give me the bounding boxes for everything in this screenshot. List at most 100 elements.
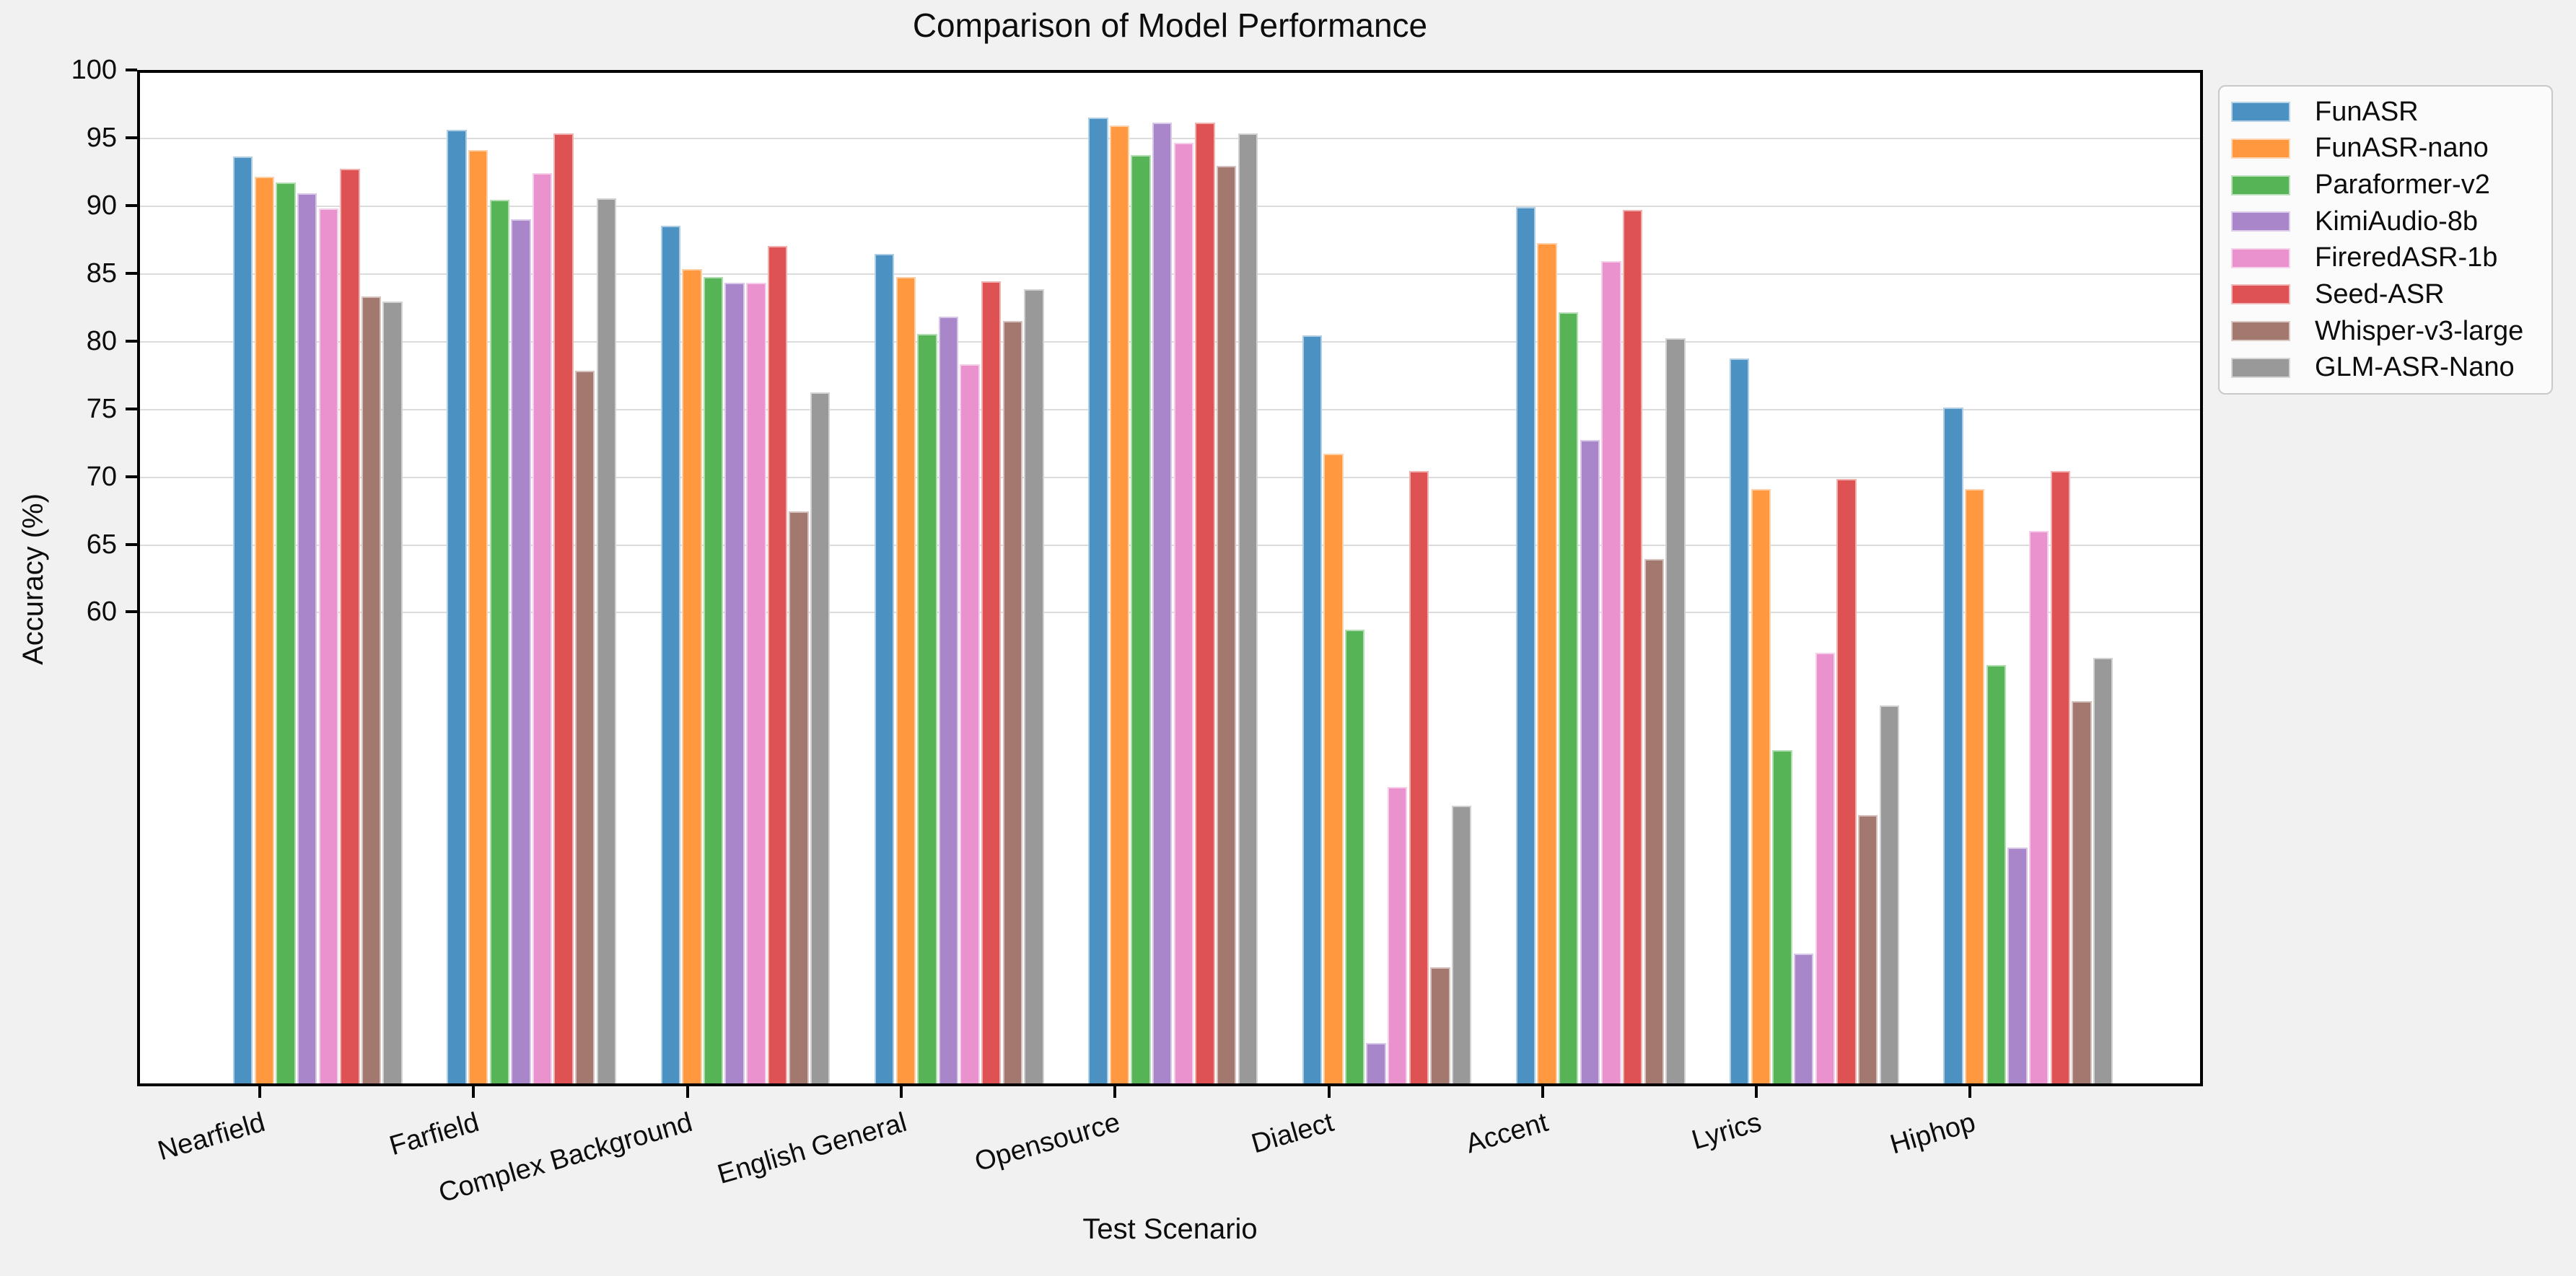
legend-swatch — [2231, 211, 2290, 232]
x-tick-mark — [899, 1086, 903, 1098]
legend-item-FireredASR-1b: FireredASR-1b — [2231, 242, 2540, 273]
bar-FireredASR-1b-Farfield — [532, 172, 553, 1083]
y-tick-mark — [126, 339, 137, 343]
bar-Whisper-v3-large-Accent — [1644, 559, 1664, 1083]
legend-label: Seed-ASR — [2315, 278, 2445, 309]
bar-FunASR-nano-Complex Background — [682, 269, 702, 1083]
bar-FunASR-nano-Farfield — [468, 149, 489, 1083]
bar-Paraformer-v2-Dialect — [1344, 629, 1365, 1083]
bar-GLM-ASR-Nano-Opensource — [1237, 133, 1258, 1083]
bar-Whisper-v3-large-Complex Background — [789, 511, 809, 1083]
bar-Seed-ASR-Accent — [1622, 209, 1643, 1083]
bar-KimiAudio-8b-Opensource — [1152, 123, 1173, 1083]
bar-FunASR-Complex Background — [660, 226, 680, 1083]
bar-FireredASR-1b-Accent — [1601, 260, 1621, 1083]
legend-swatch — [2231, 175, 2290, 195]
bar-Paraformer-v2-Hiphop — [1986, 664, 2007, 1083]
x-tick-mark — [472, 1086, 476, 1098]
x-tick-mark — [1327, 1086, 1331, 1098]
bar-Seed-ASR-Lyrics — [1836, 479, 1857, 1083]
x-tick-label-Lyrics: Lyrics — [1688, 1106, 1765, 1156]
x-tick-label-Opensource: Opensource — [971, 1106, 1124, 1178]
bar-Paraformer-v2-Nearfield — [276, 182, 296, 1083]
x-axis-label: Test Scenario — [1082, 1213, 1258, 1245]
x-tick-mark — [1541, 1086, 1544, 1098]
bar-GLM-ASR-Nano-English General — [1024, 289, 1044, 1083]
legend-item-Whisper-v3-large: Whisper-v3-large — [2231, 316, 2540, 347]
legend-swatch — [2231, 357, 2290, 378]
bar-Seed-ASR-Dialect — [1409, 471, 1429, 1083]
bar-Whisper-v3-large-Nearfield — [361, 296, 382, 1083]
y-axis-label: Accuracy (%) — [17, 493, 49, 665]
legend-item-Seed-ASR: Seed-ASR — [2231, 279, 2540, 310]
legend-label: FunASR — [2315, 96, 2419, 127]
bar-KimiAudio-8b-English General — [938, 316, 959, 1083]
bar-FunASR-nano-Dialect — [1323, 453, 1344, 1083]
legend-label: KimiAudio-8b — [2315, 206, 2478, 237]
x-tick-mark — [1968, 1086, 1972, 1098]
x-tick-label-Dialect: Dialect — [1248, 1106, 1338, 1160]
bar-GLM-ASR-Nano-Farfield — [596, 198, 617, 1083]
bar-Paraformer-v2-English General — [917, 334, 937, 1083]
bar-KimiAudio-8b-Farfield — [511, 219, 531, 1083]
bar-Whisper-v3-large-Dialect — [1430, 967, 1450, 1083]
bar-KimiAudio-8b-Dialect — [1366, 1042, 1386, 1083]
x-tick-label-Accent: Accent — [1462, 1106, 1551, 1160]
bar-Whisper-v3-large-Lyrics — [1857, 815, 1878, 1083]
legend-label: Whisper-v3-large — [2315, 315, 2524, 346]
legend-label: FireredASR-1b — [2315, 242, 2498, 273]
bar-KimiAudio-8b-Accent — [1580, 439, 1600, 1083]
y-tick-label: 100 — [71, 55, 117, 85]
y-tick-mark — [126, 542, 137, 546]
legend-label: Paraformer-v2 — [2315, 170, 2490, 201]
legend-swatch — [2231, 247, 2290, 268]
y-tick-label: 65 — [86, 529, 117, 560]
y-tick-mark — [126, 271, 137, 275]
bar-FireredASR-1b-Opensource — [1173, 143, 1194, 1083]
legend-swatch — [2231, 138, 2290, 159]
x-tick-label-Farfield: Farfield — [385, 1106, 483, 1162]
bar-Seed-ASR-Opensource — [1195, 123, 1215, 1083]
x-tick-mark — [1113, 1086, 1117, 1098]
y-tick-mark — [126, 407, 137, 410]
bar-Paraformer-v2-Opensource — [1131, 155, 1151, 1083]
x-tick-label-English General: English General — [714, 1106, 910, 1190]
y-tick-mark — [126, 136, 137, 139]
bar-FireredASR-1b-Nearfield — [318, 208, 338, 1083]
bar-Whisper-v3-large-Opensource — [1216, 166, 1237, 1083]
legend-label: GLM-ASR-Nano — [2315, 352, 2515, 383]
bar-FireredASR-1b-Complex Background — [746, 282, 766, 1083]
bar-KimiAudio-8b-Complex Background — [724, 282, 745, 1083]
bar-KimiAudio-8b-Hiphop — [2007, 848, 2028, 1083]
bar-Paraformer-v2-Lyrics — [1772, 750, 1792, 1083]
y-tick-mark — [126, 69, 137, 71]
legend-item-GLM-ASR-Nano: GLM-ASR-Nano — [2231, 352, 2540, 383]
legend-label: FunASR-nano — [2315, 133, 2489, 164]
y-tick-mark — [126, 475, 137, 478]
bar-FunASR-nano-Lyrics — [1751, 488, 1771, 1083]
bar-FunASR-Dialect — [1302, 335, 1322, 1083]
y-tick-label: 85 — [86, 258, 117, 289]
legend-item-KimiAudio-8b: KimiAudio-8b — [2231, 206, 2540, 237]
bar-FunASR-nano-English General — [895, 277, 916, 1083]
y-tick-label: 70 — [86, 461, 117, 492]
bar-FunASR-English General — [874, 254, 895, 1083]
x-tick-mark — [258, 1086, 261, 1098]
bar-Seed-ASR-English General — [981, 281, 1002, 1083]
y-tick-mark — [126, 203, 137, 207]
bar-KimiAudio-8b-Nearfield — [297, 193, 317, 1083]
legend-item-FunASR: FunASR — [2231, 97, 2540, 128]
legend: FunASR FunASR-nano Paraformer-v2 KimiAudio-… — [2218, 85, 2553, 395]
bar-GLM-ASR-Nano-Hiphop — [2093, 658, 2113, 1083]
legend-swatch — [2231, 102, 2290, 123]
bar-FunASR-Accent — [1515, 206, 1536, 1083]
bar-FunASR-Hiphop — [1943, 407, 1963, 1083]
legend-item-Paraformer-v2: Paraformer-v2 — [2231, 170, 2540, 201]
bar-Seed-ASR-Hiphop — [2050, 471, 2070, 1083]
bar-FunASR-Nearfield — [233, 157, 253, 1083]
y-tick-label: 75 — [86, 393, 117, 424]
chart-title: Comparison of Model Performance — [912, 6, 1428, 44]
bar-Paraformer-v2-Farfield — [489, 200, 509, 1083]
bar-GLM-ASR-Nano-Nearfield — [382, 302, 403, 1083]
